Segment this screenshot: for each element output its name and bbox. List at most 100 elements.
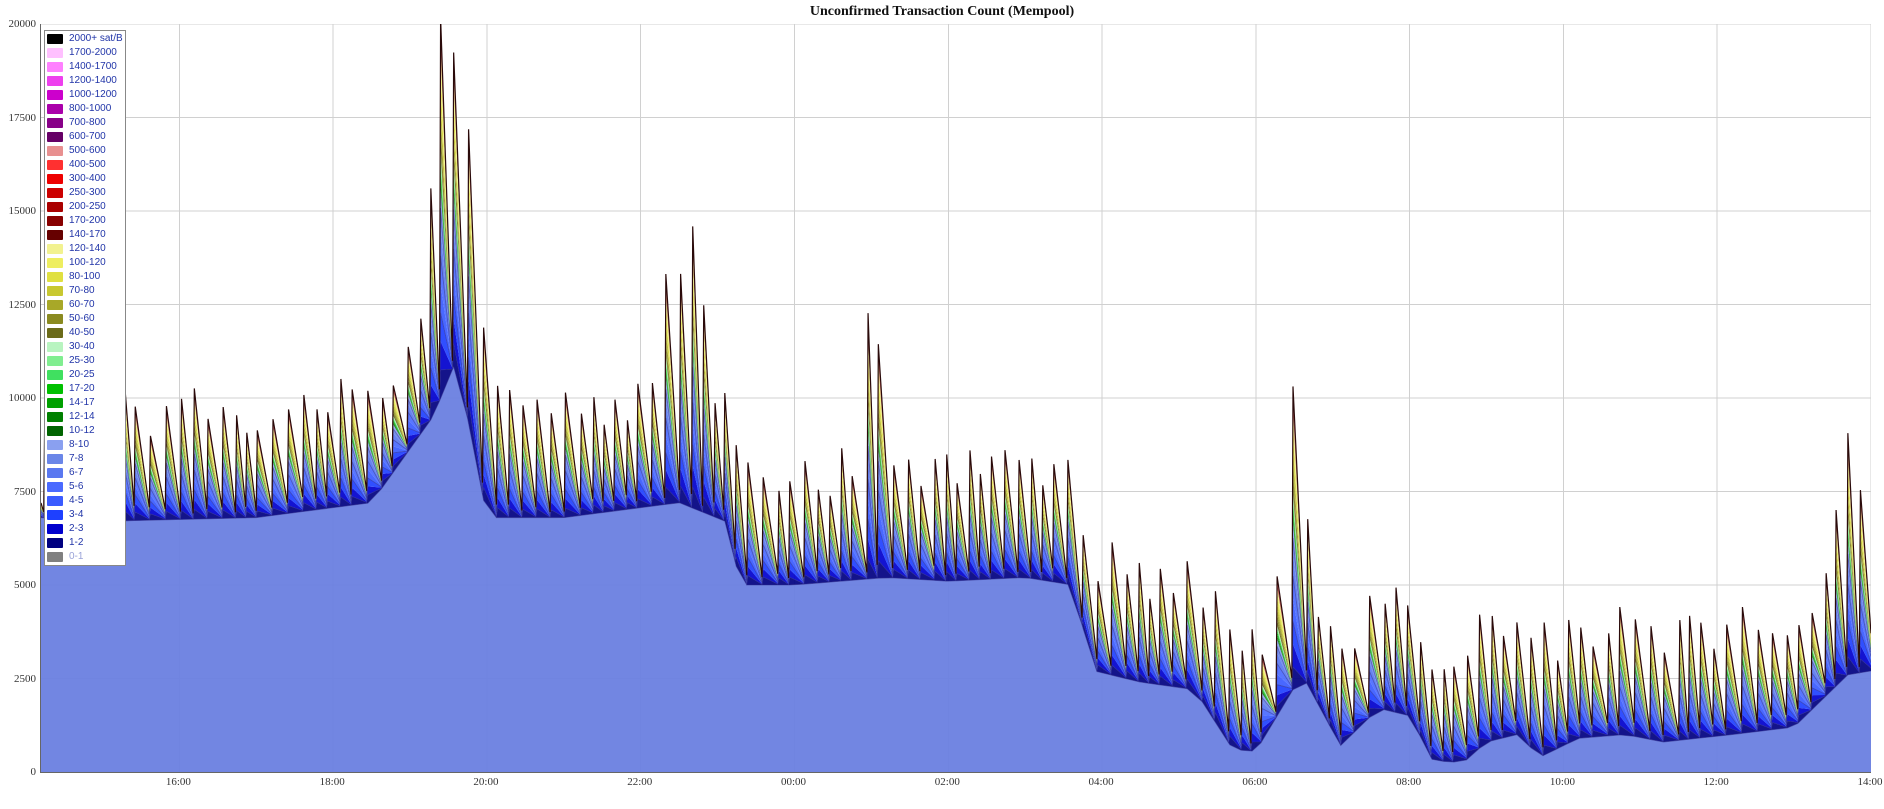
legend-item[interactable]: 400-500 <box>47 158 123 172</box>
legend-item[interactable]: 300-400 <box>47 172 123 186</box>
legend-label: 100-120 <box>69 256 106 270</box>
legend-item[interactable]: 1700-2000 <box>47 46 123 60</box>
legend-item[interactable]: 1400-1700 <box>47 60 123 74</box>
legend-swatch <box>47 258 63 268</box>
y-tick-label: 2500 <box>0 673 36 685</box>
legend-label: 0-1 <box>69 550 83 564</box>
legend-swatch <box>47 76 63 86</box>
x-tick-label: 06:00 <box>1242 776 1267 788</box>
legend-label: 800-1000 <box>69 102 111 116</box>
legend-swatch <box>47 398 63 408</box>
legend-item[interactable]: 6-7 <box>47 466 123 480</box>
legend-item[interactable]: 2-3 <box>47 522 123 536</box>
legend-swatch <box>47 230 63 240</box>
legend-item[interactable]: 7-8 <box>47 452 123 466</box>
legend-item[interactable]: 1-2 <box>47 536 123 550</box>
legend-swatch <box>47 34 63 44</box>
x-tick-label: 20:00 <box>473 776 498 788</box>
legend-label: 12-14 <box>69 410 95 424</box>
legend-item[interactable]: 50-60 <box>47 312 123 326</box>
x-tick-label: 14:00 <box>1857 776 1882 788</box>
legend-label: 5-6 <box>69 480 83 494</box>
legend-item[interactable]: 30-40 <box>47 340 123 354</box>
x-tick-label: 12:00 <box>1704 776 1729 788</box>
legend-item[interactable]: 40-50 <box>47 326 123 340</box>
legend-item[interactable]: 800-1000 <box>47 102 123 116</box>
legend-item[interactable]: 17-20 <box>47 382 123 396</box>
legend-label: 250-300 <box>69 186 106 200</box>
legend-swatch <box>47 202 63 212</box>
legend-swatch <box>47 90 63 100</box>
legend-item[interactable]: 500-600 <box>47 144 123 158</box>
legend-label: 1200-1400 <box>69 74 117 88</box>
legend-item[interactable]: 20-25 <box>47 368 123 382</box>
legend-item[interactable]: 12-14 <box>47 410 123 424</box>
legend-label: 3-4 <box>69 508 83 522</box>
legend-label: 30-40 <box>69 340 95 354</box>
legend-item[interactable]: 8-10 <box>47 438 123 452</box>
legend-label: 4-5 <box>69 494 83 508</box>
legend-label: 2000+ sat/B <box>69 32 123 46</box>
legend-label: 80-100 <box>69 270 100 284</box>
legend-item[interactable]: 60-70 <box>47 298 123 312</box>
y-tick-label: 15000 <box>0 205 36 217</box>
legend-swatch <box>47 384 63 394</box>
legend-item[interactable]: 250-300 <box>47 186 123 200</box>
legend-item[interactable]: 10-12 <box>47 424 123 438</box>
legend-item[interactable]: 200-250 <box>47 200 123 214</box>
legend-swatch <box>47 552 63 562</box>
legend-item[interactable]: 3-4 <box>47 508 123 522</box>
legend-label: 50-60 <box>69 312 95 326</box>
legend-swatch <box>47 160 63 170</box>
legend-item[interactable]: 600-700 <box>47 130 123 144</box>
legend-swatch <box>47 468 63 478</box>
legend-item[interactable]: 25-30 <box>47 354 123 368</box>
legend-swatch <box>47 356 63 366</box>
legend-swatch <box>47 48 63 58</box>
legend-swatch <box>47 454 63 464</box>
legend-label: 25-30 <box>69 354 95 368</box>
legend-item[interactable]: 140-170 <box>47 228 123 242</box>
legend-item[interactable]: 80-100 <box>47 270 123 284</box>
y-tick-label: 20000 <box>0 18 36 30</box>
legend-item[interactable]: 100-120 <box>47 256 123 270</box>
legend-item[interactable]: 2000+ sat/B <box>47 32 123 46</box>
chart-plot-area <box>40 24 1871 773</box>
legend-swatch <box>47 216 63 226</box>
legend-item[interactable]: 70-80 <box>47 284 123 298</box>
legend-label: 14-17 <box>69 396 95 410</box>
legend-label: 140-170 <box>69 228 106 242</box>
legend-item[interactable]: 0-1 <box>47 550 123 564</box>
legend-swatch <box>47 496 63 506</box>
legend-label: 400-500 <box>69 158 106 172</box>
y-tick-label: 17500 <box>0 112 36 124</box>
legend-label: 17-20 <box>69 382 95 396</box>
legend-item[interactable]: 4-5 <box>47 494 123 508</box>
legend-swatch <box>47 510 63 520</box>
legend-item[interactable]: 1200-1400 <box>47 74 123 88</box>
legend-swatch <box>47 174 63 184</box>
legend-swatch <box>47 286 63 296</box>
legend-label: 1000-1200 <box>69 88 117 102</box>
legend-label: 6-7 <box>69 466 83 480</box>
legend-item[interactable]: 120-140 <box>47 242 123 256</box>
legend-label: 1-2 <box>69 536 83 550</box>
legend-item[interactable]: 170-200 <box>47 214 123 228</box>
legend-label: 300-400 <box>69 172 106 186</box>
legend-swatch <box>47 272 63 282</box>
legend-swatch <box>47 538 63 548</box>
legend-label: 7-8 <box>69 452 83 466</box>
legend-swatch <box>47 300 63 310</box>
legend-item[interactable]: 700-800 <box>47 116 123 130</box>
legend-item[interactable]: 5-6 <box>47 480 123 494</box>
chart-legend[interactable]: 2000+ sat/B1700-20001400-17001200-140010… <box>44 30 126 566</box>
legend-item[interactable]: 14-17 <box>47 396 123 410</box>
legend-label: 60-70 <box>69 298 95 312</box>
legend-swatch <box>47 426 63 436</box>
legend-item[interactable]: 1000-1200 <box>47 88 123 102</box>
legend-label: 200-250 <box>69 200 106 214</box>
x-tick-label: 18:00 <box>320 776 345 788</box>
legend-swatch <box>47 328 63 338</box>
legend-label: 20-25 <box>69 368 95 382</box>
legend-label: 10-12 <box>69 424 95 438</box>
